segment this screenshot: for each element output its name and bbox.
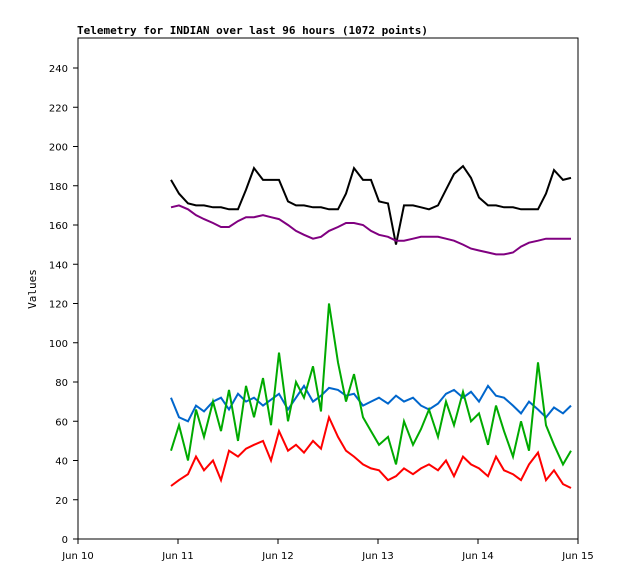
plot-frame (77, 37, 579, 540)
x-tick-label: Jun 12 (261, 551, 294, 562)
x-tick-label: Jun 10 (61, 551, 94, 562)
y-tick-label: 100 (49, 339, 68, 350)
series-line-blue (170, 384, 572, 423)
y-tick-label: 220 (49, 103, 68, 114)
series-line-purple (170, 204, 571, 256)
chart-title: Telemetry for INDIAN over last 96 hours … (77, 24, 428, 37)
y-tick-label: 180 (49, 182, 68, 193)
y-tick-label: 160 (49, 221, 68, 232)
y-tick-label: 40 (55, 457, 68, 468)
x-tick-label: Jun 11 (161, 551, 194, 562)
y-tick-label: 120 (49, 300, 68, 311)
y-tick-label: 200 (49, 143, 68, 154)
series-line-red (170, 414, 572, 489)
x-axis: Jun 10 Jun 11 Jun 12 Jun 13 Jun 14 Jun 15 (61, 539, 594, 562)
x-tick-label: Jun 15 (561, 551, 594, 562)
series-line-black (170, 164, 572, 245)
series-lines (170, 164, 572, 489)
y-tick-label: 20 (55, 496, 68, 507)
y-axis-label: Values (26, 269, 39, 309)
y-tick-label: 80 (55, 378, 68, 389)
series-line-green (170, 303, 572, 467)
x-tick-label: Jun 13 (361, 551, 394, 562)
x-tick-label: Jun 14 (461, 551, 494, 562)
y-tick-label: 140 (49, 260, 68, 271)
y-tick-label: 240 (49, 64, 68, 75)
y-axis: 0 20 40 60 80 100 120 140 160 180 200 220 240 (49, 64, 78, 546)
y-tick-label: 0 (62, 535, 68, 546)
y-tick-label: 60 (55, 417, 68, 428)
